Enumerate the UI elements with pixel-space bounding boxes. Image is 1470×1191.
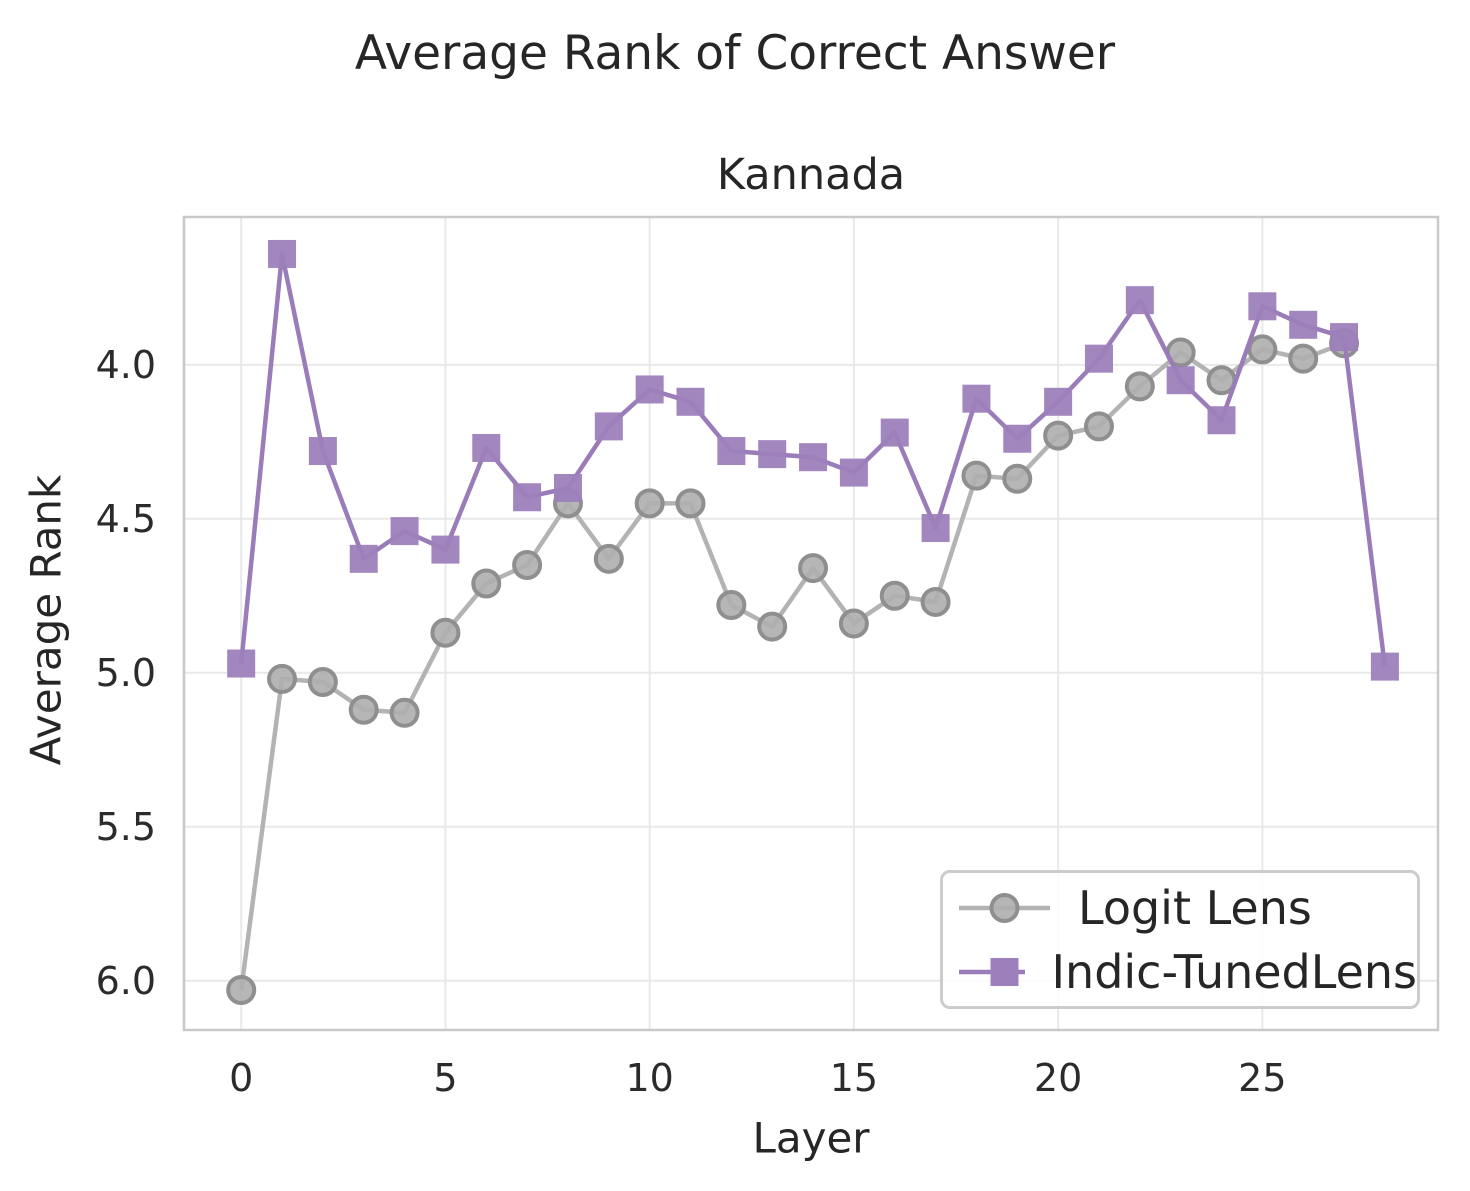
data-point xyxy=(880,418,909,447)
data-point xyxy=(1370,652,1399,681)
data-point xyxy=(1288,343,1319,374)
y-tick-label: 5.0 xyxy=(95,650,156,695)
data-point xyxy=(675,488,706,519)
x-tick-label: 0 xyxy=(229,1056,254,1100)
data-point xyxy=(1003,424,1032,453)
data-point xyxy=(593,543,624,574)
data-point xyxy=(513,483,542,512)
data-point xyxy=(472,433,501,462)
data-point xyxy=(758,440,787,469)
data-point xyxy=(1084,344,1113,373)
series-line xyxy=(238,341,1345,991)
chart-title: Average Rank of Correct Answer xyxy=(354,26,1116,81)
data-point xyxy=(1043,420,1074,451)
legend-item-indic-tunedlens: Indic-TunedLens xyxy=(957,940,1417,1004)
legend-label: Indic-TunedLens xyxy=(1051,945,1417,999)
legend-label: Logit Lens xyxy=(1078,881,1312,935)
series-logit-lens xyxy=(226,328,1360,1005)
data-point xyxy=(635,375,664,404)
y-tick-label: 5.5 xyxy=(95,804,156,849)
axes-subtitle: Kannada xyxy=(716,150,906,200)
data-point xyxy=(268,239,297,268)
data-point xyxy=(961,460,992,491)
data-point xyxy=(227,649,256,678)
x-tick-label: 10 xyxy=(625,1056,674,1100)
data-point xyxy=(1083,411,1114,442)
legend-sample-circle-line-icon xyxy=(959,893,1050,923)
data-point xyxy=(1124,371,1155,402)
data-point xyxy=(1044,387,1073,416)
data-point xyxy=(308,437,337,466)
data-point xyxy=(471,568,502,599)
data-point xyxy=(1289,310,1318,339)
data-point xyxy=(348,694,379,725)
y-tick-label: 4.5 xyxy=(95,496,156,541)
data-point xyxy=(1247,334,1278,365)
x-tick-label: 20 xyxy=(1033,1056,1083,1100)
data-point xyxy=(553,474,582,502)
data-point xyxy=(430,617,461,648)
data-point xyxy=(349,544,378,573)
data-point xyxy=(307,667,338,698)
data-point xyxy=(676,387,705,416)
data-point xyxy=(594,412,623,441)
data-point xyxy=(839,458,868,487)
data-point xyxy=(431,535,460,564)
data-point xyxy=(716,590,747,621)
x-tick-label: 15 xyxy=(829,1056,879,1100)
y-tick-label: 4.0 xyxy=(95,342,156,387)
data-point xyxy=(226,974,257,1005)
data-point xyxy=(1330,323,1359,352)
data-point xyxy=(920,586,951,617)
data-point xyxy=(1207,406,1236,435)
data-point xyxy=(1166,366,1195,395)
y-tick-label: 6.0 xyxy=(95,958,156,1003)
data-point xyxy=(1248,292,1277,321)
data-point xyxy=(879,580,910,611)
x-tick-label: 5 xyxy=(433,1056,458,1100)
legend-item-logit-lens: Logit Lens xyxy=(957,876,1417,940)
data-point xyxy=(267,663,298,694)
data-point xyxy=(962,384,991,413)
series-indic-tunedlens xyxy=(227,239,1399,681)
data-point xyxy=(634,488,665,519)
data-point xyxy=(390,517,419,546)
data-point xyxy=(921,514,950,543)
axes-spines xyxy=(182,215,1440,1032)
data-point xyxy=(1002,463,1033,494)
data-point xyxy=(389,697,420,728)
x-axis-label: Layer xyxy=(752,1113,870,1163)
x-tick-label: 25 xyxy=(1238,1056,1287,1100)
data-point xyxy=(798,553,829,584)
data-point xyxy=(1125,286,1154,315)
data-point xyxy=(799,443,828,472)
data-point xyxy=(757,611,788,642)
legend: Logit Lens Indic-TunedLens xyxy=(940,870,1420,1009)
legend-sample-square-line-icon xyxy=(959,958,1026,986)
data-point xyxy=(717,437,746,466)
data-point xyxy=(512,549,543,580)
data-point xyxy=(838,608,869,639)
